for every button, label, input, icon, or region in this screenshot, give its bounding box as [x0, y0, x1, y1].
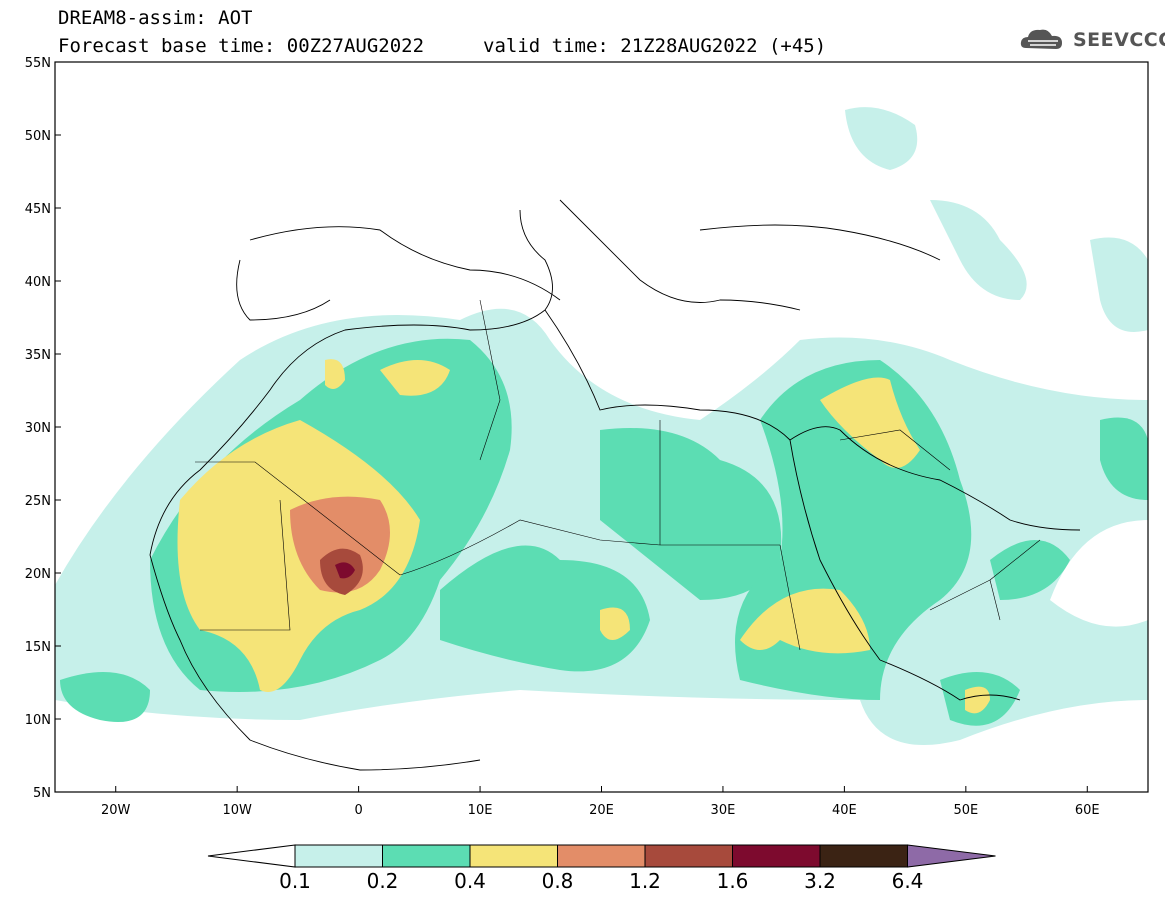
- seevccc-logo: SEEVCCC: [1073, 29, 1165, 51]
- lon-tick-label: 60E: [1075, 803, 1100, 818]
- colorbar-level-label: 0.2: [367, 869, 399, 893]
- lon-tick-label: 20W: [101, 803, 131, 818]
- lat-tick-label: 30N: [25, 421, 51, 436]
- map-title: DREAM8-assim: AOT: [58, 7, 253, 29]
- lat-tick-label: 20N: [25, 567, 51, 582]
- lat-tick-label: 10N: [25, 713, 51, 728]
- lon-tick-label: 40E: [832, 803, 857, 818]
- lat-tick-label: 55N: [25, 56, 51, 71]
- lat-tick-label: 35N: [25, 348, 51, 363]
- lat-tick-label: 50N: [25, 129, 51, 144]
- lon-tick-label: 10E: [468, 803, 493, 818]
- colorbar-level-label: 0.8: [542, 869, 574, 893]
- colorbar-high-arrow: [907, 844, 996, 868]
- valid-time: valid time: 21Z28AUG2022 (+45): [483, 35, 827, 57]
- colorbar-segment: [732, 844, 821, 868]
- colorbar-level-label: 0.4: [454, 869, 486, 893]
- colorbar-level-label: 3.2: [804, 869, 836, 893]
- colorbar-segment: [557, 844, 646, 868]
- colorbar-segment: [469, 844, 558, 868]
- lat-tick-label: 45N: [25, 202, 51, 217]
- cloud-logo-icon: [1020, 29, 1062, 49]
- colorbar-level-label: 1.6: [717, 869, 749, 893]
- lat-tick-label: 5N: [33, 786, 51, 801]
- coastlines: [149, 199, 1081, 771]
- aot-field: [55, 62, 1148, 792]
- lon-tick-label: 30E: [711, 803, 736, 818]
- lon-tick-label: 50E: [953, 803, 978, 818]
- forecast-base-time: Forecast base time: 00Z27AUG2022: [58, 35, 425, 57]
- colorbar-segment: [294, 844, 383, 868]
- colorbar-level-label: 1.2: [629, 869, 661, 893]
- lat-tick-label: 25N: [25, 494, 51, 509]
- lon-tick-label: 10W: [222, 803, 252, 818]
- colorbar-low-arrow: [207, 844, 296, 868]
- colorbar-level-label: 6.4: [892, 869, 924, 893]
- lat-tick-label: 15N: [25, 640, 51, 655]
- colorbar-segment: [819, 844, 908, 868]
- lon-tick-label: 0: [354, 803, 362, 818]
- latitude-axis: 55N 50N 45N 40N 35N 30N 25N 20N 15N 10N 5N: [25, 56, 61, 801]
- colorbar-segment: [382, 844, 471, 868]
- longitude-axis: 20W 10W 0 10E 20E 30E 40E 50E 60E: [101, 786, 1100, 818]
- colorbar-level-label: 0.1: [279, 869, 311, 893]
- lon-tick-label: 20E: [589, 803, 614, 818]
- country-borders: [195, 299, 1041, 651]
- colorbar-segment: [644, 844, 733, 868]
- colorbar: 0.1 0.2 0.4 0.8 1.2 1.6 3.2 6.4: [207, 844, 996, 893]
- lat-tick-label: 40N: [25, 275, 51, 290]
